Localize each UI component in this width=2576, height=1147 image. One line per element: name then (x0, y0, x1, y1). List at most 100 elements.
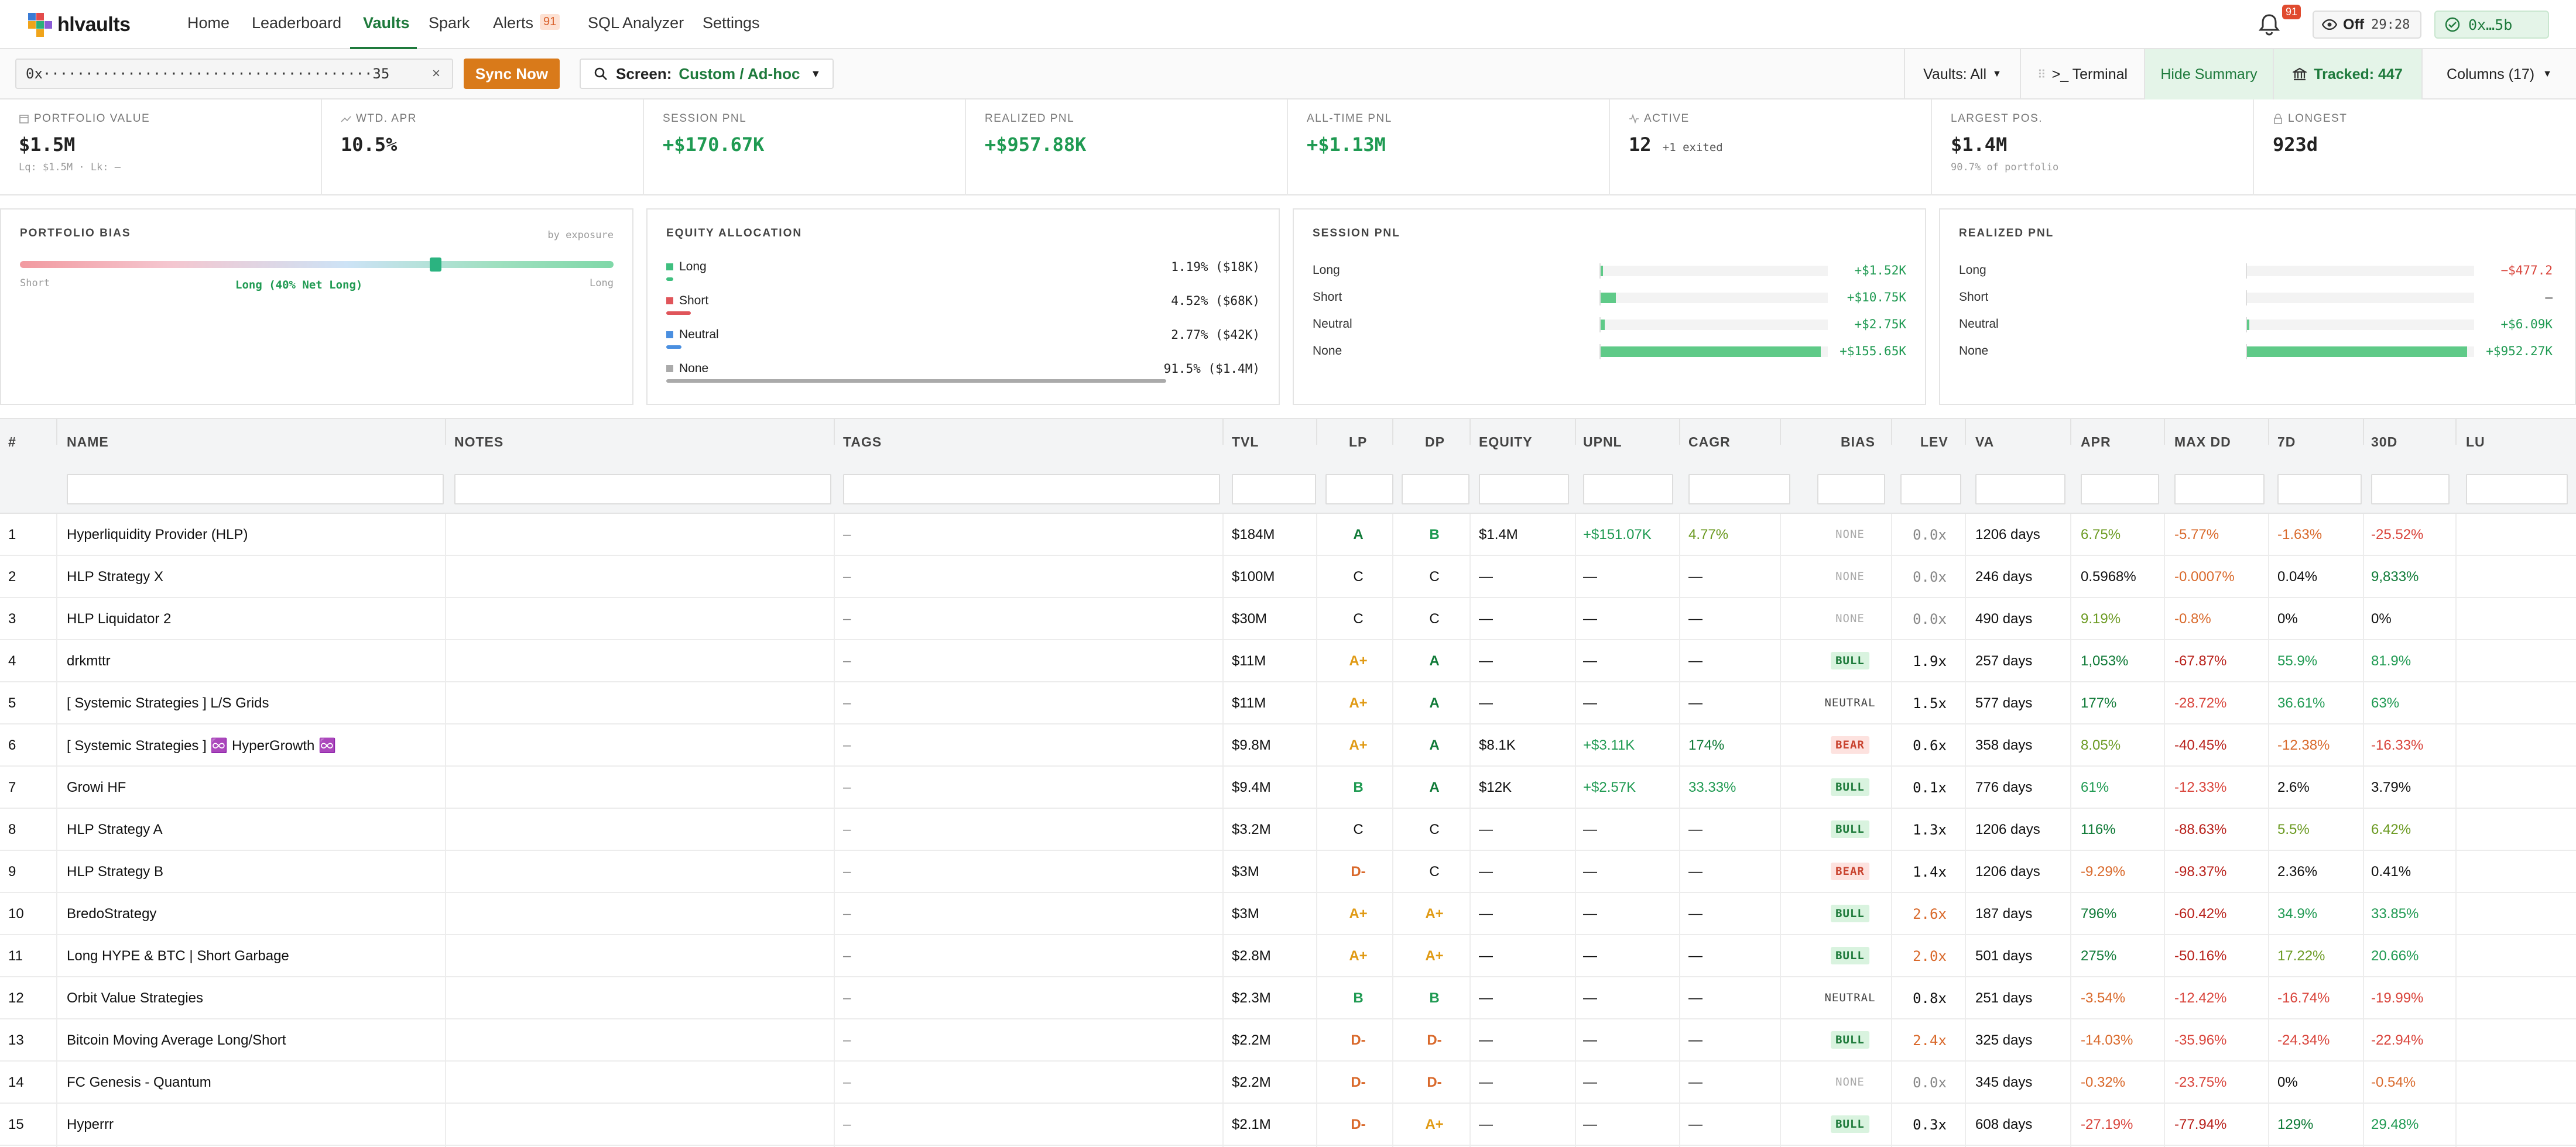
cell-name[interactable]: HLP Strategy X (67, 569, 163, 585)
cell-lev: 0.0x (1913, 569, 1947, 585)
column-filter-va[interactable] (1975, 474, 2065, 504)
nav-leaderboard[interactable]: Leaderboard (252, 14, 342, 32)
column-header-va[interactable]: VA (1975, 434, 1995, 449)
cell-name[interactable]: drkmttr (67, 653, 111, 669)
cell-name[interactable]: Orbit Value Strategies (67, 990, 204, 1006)
cell-name[interactable]: Growi HF (67, 779, 126, 795)
column-filter-cagr[interactable] (1688, 474, 1790, 504)
cell-name[interactable]: HLP Strategy B (67, 864, 163, 880)
table-row[interactable]: 13 Bitcoin Moving Average Long/Short – $2.2… (0, 1019, 2576, 1062)
column-header-dp[interactable]: DP (1425, 434, 1445, 449)
column-filter-lp[interactable] (1325, 474, 1393, 504)
cell-d7: 0.04% (2277, 569, 2318, 585)
nav-alerts[interactable]: Alerts (493, 14, 534, 32)
cell-d30: -0.54% (2371, 1074, 2416, 1090)
table-row[interactable]: 3 HLP Liquidator 2 – $30M C C — — — NONE 0.0x 490 d… (0, 598, 2576, 640)
nav-settings[interactable]: Settings (703, 14, 760, 32)
table-row[interactable]: 14 FC Genesis - Quantum – $2.2M D- D- — — — NONE 0… (0, 1062, 2576, 1104)
sync-now-button[interactable]: Sync Now (464, 59, 560, 89)
cell-name[interactable]: HLP Liquidator 2 (67, 611, 172, 627)
table-row[interactable]: 11 Long HYPE & BTC | Short Garbage – $2.8M A… (0, 935, 2576, 977)
column-filter-d30[interactable] (2371, 474, 2450, 504)
column-header-apr[interactable]: APR (2081, 434, 2111, 449)
hide-summary-button[interactable]: Hide Summary (2144, 49, 2273, 99)
tracked-button[interactable]: Tracked: 447 (2273, 49, 2421, 99)
column-filter-name[interactable] (67, 474, 444, 504)
column-header-n[interactable]: # (8, 434, 16, 449)
nav-sql-analyzer[interactable]: SQL Analyzer (588, 14, 684, 32)
cell-name[interactable]: Bitcoin Moving Average Long/Short (67, 1032, 286, 1048)
cell-name[interactable]: Long HYPE & BTC | Short Garbage (67, 948, 289, 964)
column-filter-upnl[interactable] (1583, 474, 1673, 504)
allocation-swatch (666, 297, 673, 304)
column-header-tags[interactable]: TAGS (843, 434, 882, 449)
column-header-lp[interactable]: LP (1349, 434, 1368, 449)
bell-icon[interactable] (2258, 12, 2281, 37)
wallet-button[interactable]: 0x…5b (2434, 11, 2549, 39)
column-header-tvl[interactable]: TVL (1232, 434, 1259, 449)
chevron-down-icon: ▼ (1992, 69, 2002, 79)
pnl-track (1599, 344, 1828, 359)
column-filter-dp[interactable] (1402, 474, 1469, 504)
table-row[interactable]: 12 Orbit Value Strategies – $2.3M B B — — — NEUTR… (0, 977, 2576, 1019)
table-row[interactable]: 5 [ Systemic Strategies ] L/S Grids – $11M A… (0, 682, 2576, 724)
nav-spark[interactable]: Spark (429, 14, 470, 32)
column-header-notes[interactable]: NOTES (454, 434, 504, 449)
cell-name[interactable]: [ Systemic Strategies ] ♾️ HyperGrowth ♾… (67, 738, 336, 754)
column-header-lu[interactable]: LU (2466, 434, 2485, 449)
column-header-upnl[interactable]: UPNL (1583, 434, 1622, 449)
terminal-button[interactable]: ⠿ >_ Terminal (2020, 49, 2144, 99)
cell-name[interactable]: [ Systemic Strategies ] L/S Grids (67, 695, 269, 711)
column-header-bias[interactable]: BIAS (1841, 434, 1875, 449)
allocation-row: Neutral 2.77% ($42K) (666, 328, 1260, 357)
column-filter-tags[interactable] (843, 474, 1220, 504)
column-filter-lu[interactable] (2466, 474, 2568, 504)
cell-name[interactable]: Hyperliquidity Provider (HLP) (67, 527, 248, 542)
column-header-lev[interactable]: LEV (1920, 434, 1948, 449)
nav-home[interactable]: Home (187, 14, 230, 32)
column-header-cagr[interactable]: CAGR (1688, 434, 1731, 449)
allocation-label: Short (666, 294, 708, 308)
screen-select[interactable]: Screen: Custom / Ad-hoc ▼ (580, 59, 834, 89)
privacy-toggle[interactable]: Off 29:28 (2313, 11, 2421, 39)
table-row[interactable]: 6 [ Systemic Strategies ] ♾️ HyperGrowth … (0, 724, 2576, 767)
allocation-percent: 4.52% ($68K) (1171, 294, 1260, 308)
table-row[interactable]: 2 HLP Strategy X – $100M C C — — — NONE 0.0x 246 da… (0, 556, 2576, 598)
cell-name[interactable]: HLP Strategy A (67, 822, 163, 837)
column-separator (2070, 419, 2071, 445)
column-filter-bias[interactable] (1817, 474, 1885, 504)
column-filter-equity[interactable] (1479, 474, 1569, 504)
table-row[interactable]: 15 Hyperrr – $2.1M D- A+ — — — BULL 0.3x 608 days -2… (0, 1104, 2576, 1146)
vaults-filter-dropdown[interactable]: Vaults: All ▼ (1904, 49, 2020, 99)
column-header-equity[interactable]: EQUITY (1479, 434, 1533, 449)
nav-vaults[interactable]: Vaults (363, 14, 410, 32)
column-header-d30[interactable]: 30D (2371, 434, 2398, 449)
cell-name[interactable]: BredoStrategy (67, 906, 157, 922)
table-row[interactable]: 10 BredoStrategy – $3M A+ A+ — — — BULL 2.6x 187 da… (0, 893, 2576, 935)
cell-cagr: — (1688, 822, 1703, 837)
table-row[interactable]: 8 HLP Strategy A – $3.2M C C — — — BULL 1.3x 1206 d… (0, 809, 2576, 851)
columns-dropdown[interactable]: Columns (17) ▼ (2421, 49, 2576, 99)
column-header-name[interactable]: NAME (67, 434, 109, 449)
column-filter-notes[interactable] (454, 474, 831, 504)
cell-lp: A+ (1349, 948, 1368, 964)
cell-tags: – (843, 611, 851, 627)
column-header-d7[interactable]: 7D (2277, 434, 2296, 449)
cell-name[interactable]: Hyperrr (67, 1117, 114, 1132)
column-filter-dd[interactable] (2174, 474, 2265, 504)
column-filter-d7[interactable] (2277, 474, 2362, 504)
cell-name[interactable]: FC Genesis - Quantum (67, 1074, 211, 1090)
table-row[interactable]: 7 Growi HF – $9.4M B A $12K +$2.57K 33.33% BULL 0.… (0, 767, 2576, 809)
column-header-dd[interactable]: MAX DD (2174, 434, 2231, 449)
cell-cagr: — (1688, 1074, 1703, 1090)
column-filter-tvl[interactable] (1232, 474, 1316, 504)
brand-logo[interactable]: hlvaults (28, 13, 131, 37)
table-row[interactable]: 1 Hyperliquidity Provider (HLP) – $184M A B $1… (0, 514, 2576, 556)
table-row[interactable]: 4 drkmttr – $11M A+ A — — — BULL 1.9x 257 days 1,053… (0, 640, 2576, 682)
address-input[interactable]: 0x······································… (15, 59, 453, 89)
column-filter-apr[interactable] (2081, 474, 2159, 504)
column-filter-lev[interactable] (1900, 474, 1961, 504)
stat-wtd-apr: Wtd. APR 10.5% (322, 99, 644, 195)
clear-input-icon[interactable]: × (432, 66, 441, 81)
table-row[interactable]: 9 HLP Strategy B – $3M D- C — — — BEAR 1.4x 1206 da… (0, 851, 2576, 893)
